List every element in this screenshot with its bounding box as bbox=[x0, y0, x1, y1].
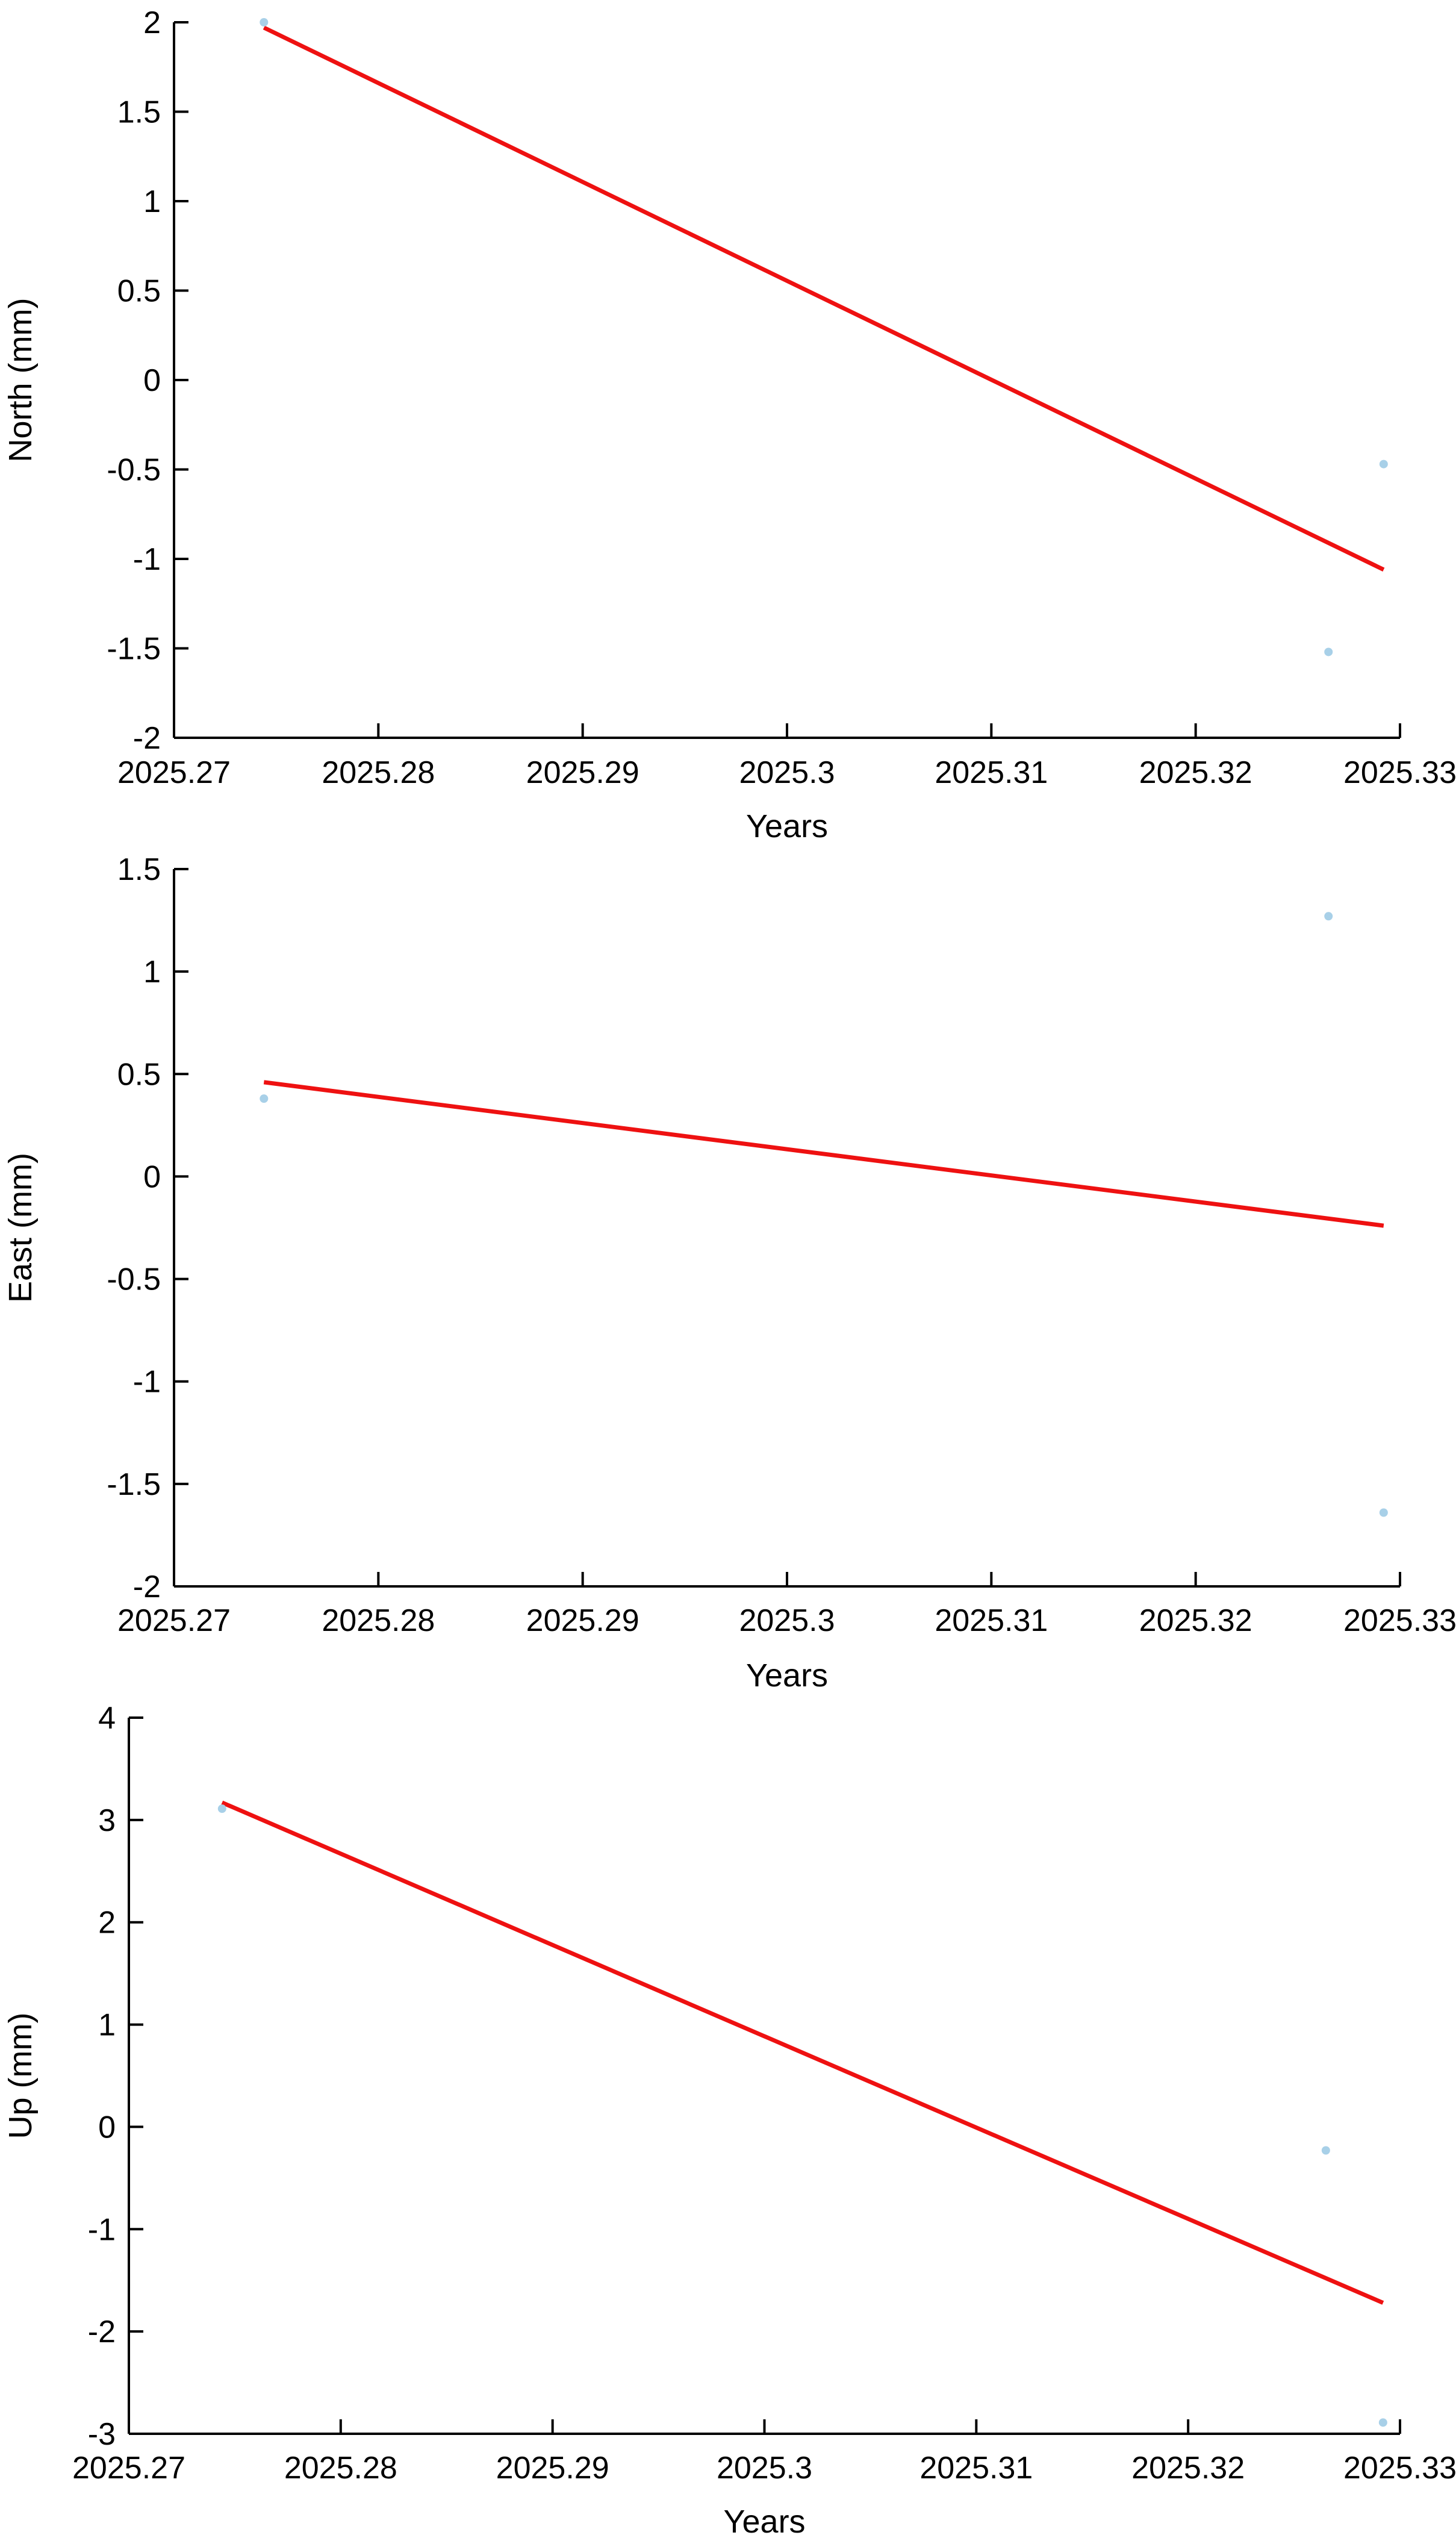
y-tick-label: 2 bbox=[98, 1906, 116, 1941]
x-tick-label: 2025.3 bbox=[739, 1603, 835, 1638]
x-tick-label: 2025.33 bbox=[1343, 1603, 1456, 1638]
x-axis-title: Years bbox=[746, 1657, 828, 1694]
y-tick-label: 0 bbox=[143, 363, 161, 398]
y-tick-label: 1.5 bbox=[117, 95, 161, 130]
x-tick-label: 2025.28 bbox=[284, 2451, 397, 2486]
x-tick-label: 2025.27 bbox=[117, 755, 231, 790]
y-tick-label: -2 bbox=[133, 721, 161, 756]
x-tick-label: 2025.32 bbox=[1139, 755, 1252, 790]
up-data-point bbox=[1378, 2418, 1387, 2427]
x-axis-title: Years bbox=[746, 808, 828, 844]
up-data-point bbox=[217, 1804, 226, 1813]
y-tick-label: -0.5 bbox=[107, 1262, 161, 1297]
y-tick-label: 1 bbox=[98, 2008, 116, 2043]
y-tick-label: 0 bbox=[143, 1159, 161, 1194]
y-tick-label: 1.5 bbox=[117, 852, 161, 887]
x-tick-label: 2025.33 bbox=[1343, 2451, 1456, 2486]
y-tick-label: -1 bbox=[88, 2212, 116, 2247]
x-tick-label: 2025.27 bbox=[117, 1603, 231, 1638]
y-tick-label: -3 bbox=[88, 2417, 116, 2452]
x-tick-label: 2025.3 bbox=[739, 755, 835, 790]
x-tick-label: 2025.31 bbox=[935, 755, 1048, 790]
y-tick-label: -1 bbox=[133, 542, 161, 577]
north-trend-line bbox=[263, 25, 1385, 572]
x-tick-label: 2025.27 bbox=[72, 2451, 185, 2486]
x-tick-label: 2025.32 bbox=[1131, 2451, 1245, 2486]
y-axis-title: East (mm) bbox=[2, 1153, 39, 1303]
y-tick-label: 2 bbox=[143, 5, 161, 40]
chart-north: -2 -1.5 -1 -0.5 0 0.5 1 1.5 2 2025.27 2025.28 2025.… bbox=[2, 5, 1456, 844]
x-axis-title: Years bbox=[723, 2504, 805, 2540]
y-tick-label: 1 bbox=[143, 955, 161, 990]
x-tick-label: 2025.29 bbox=[496, 2451, 609, 2486]
y-tick-label: -1.5 bbox=[107, 632, 161, 667]
y-tick-label: -2 bbox=[88, 2315, 116, 2349]
x-tick-label: 2025.28 bbox=[322, 755, 435, 790]
x-tick-label: 2025.31 bbox=[935, 1603, 1048, 1638]
x-tick-label: 2025.29 bbox=[526, 755, 639, 790]
north-data-point bbox=[260, 18, 269, 26]
x-tick-label: 2025.29 bbox=[526, 1603, 639, 1638]
y-tick-label: 0.5 bbox=[117, 274, 161, 309]
y-tick-label: 0.5 bbox=[117, 1057, 161, 1092]
y-tick-label: 0 bbox=[98, 2110, 116, 2145]
east-data-point bbox=[1324, 912, 1333, 921]
y-tick-label: 4 bbox=[98, 1701, 116, 1736]
north-data-point bbox=[1379, 460, 1388, 469]
y-axis-title: North (mm) bbox=[2, 298, 39, 463]
x-tick-label: 2025.28 bbox=[322, 1603, 435, 1638]
x-tick-label: 2025.3 bbox=[717, 2451, 812, 2486]
north-data-point bbox=[1324, 647, 1333, 656]
y-tick-label: 3 bbox=[98, 1803, 116, 1838]
x-tick-label: 2025.33 bbox=[1343, 755, 1456, 790]
y-tick-label: -1 bbox=[133, 1365, 161, 1400]
chart-up: -3 -2 -1 0 1 2 3 4 2025.27 2025.28 2025.29 2025.3 20… bbox=[2, 1701, 1456, 2540]
x-tick-label: 2025.31 bbox=[919, 2451, 1033, 2486]
y-axis-title: Up (mm) bbox=[2, 2013, 39, 2139]
y-tick-label: -0.5 bbox=[107, 453, 161, 488]
x-tick-label: 2025.32 bbox=[1139, 1603, 1252, 1638]
east-data-point bbox=[260, 1094, 269, 1103]
up-trend-line bbox=[221, 1800, 1384, 2305]
y-tick-label: -1.5 bbox=[107, 1467, 161, 1502]
y-tick-label: -2 bbox=[133, 1570, 161, 1604]
east-data-point bbox=[1379, 1508, 1388, 1517]
y-tick-label: 1 bbox=[143, 184, 161, 219]
east-trend-line bbox=[263, 1080, 1384, 1228]
chart-east: -2 -1.5 -1 -0.5 0 0.5 1 1.5 2025.27 2025.28 2025.2… bbox=[2, 852, 1456, 1694]
up-data-point bbox=[1321, 2146, 1330, 2155]
